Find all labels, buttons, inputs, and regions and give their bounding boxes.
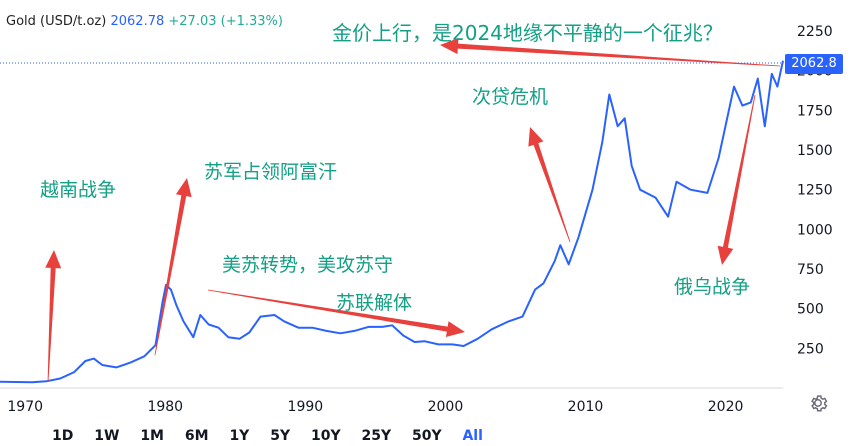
arrow-ukraine [717,94,756,266]
timeframe-all[interactable]: All [462,428,483,444]
title-annotation: 金价上行，是2024地缘不平静的一个征兆？ [332,21,723,45]
arrow-cold-war [207,289,465,337]
legend-change: +27.03 (+1.33%) [168,14,283,29]
x-tick-label: 2000 [428,399,464,415]
x-tick-label: 1980 [147,399,183,415]
x-tick-label: 2020 [708,399,744,415]
timeframe-1m[interactable]: 1M [140,428,164,444]
legend-symbol: Gold (USD/t.oz) [6,14,107,29]
vietnam-annotation: 越南战争 [40,179,117,201]
y-axis: 250500750100012501500175020002250 [797,24,833,357]
y-tick-label: 2250 [797,24,833,40]
legend: Gold (USD/t.oz) 2062.78 +27.03 (+1.33%) [6,14,283,29]
timeframe-1y[interactable]: 1Y [229,428,250,444]
gold-price-line [0,60,784,384]
ussr-collapse-annotation: 苏联解体 [336,292,413,314]
y-tick-label: 500 [797,302,824,318]
timeframe-25y[interactable]: 25Y [361,428,392,444]
timeframe-1d[interactable]: 1D [52,428,74,444]
y-tick-label: 1750 [797,103,833,119]
afghanistan-annotation: 苏军占领阿富汗 [204,161,338,183]
y-tick-label: 1250 [797,183,833,199]
arrow-title [440,38,781,67]
settings-gear-icon[interactable] [807,392,829,414]
x-tick-label: 1990 [288,399,324,415]
timeframe-bar: 1D 1W 1M 6M 1Y 5Y 10Y 25Y 50Y All [52,428,499,444]
timeframe-10y[interactable]: 10Y [310,428,341,444]
subprime-annotation: 次贷危机 [472,86,549,108]
arrow-vietnam [45,250,62,383]
y-tick-label: 750 [797,262,824,278]
y-tick-label: 250 [797,341,824,357]
timeframe-1w[interactable]: 1W [94,428,120,444]
timeframe-6m[interactable]: 6M [184,428,209,444]
y-tick-label: 1000 [797,222,833,238]
series-group [0,60,784,384]
last-price-tag: 2062.8 [785,54,843,74]
x-axis: 1970 1980 1990 2000 2010 2020 [7,399,743,415]
legend-price: 2062.78 [110,14,165,29]
x-tick-label: 2010 [568,399,604,415]
ukraine-annotation: 俄乌战争 [674,276,751,298]
annotation-arrows [45,38,781,383]
arrow-subprime [528,127,571,243]
arrow-afghanistan [154,178,192,356]
y-tick-label: 1500 [797,143,833,159]
x-tick-label: 1970 [7,399,43,415]
timeframe-50y[interactable]: 50Y [411,428,442,444]
cold-war-annotation: 美苏转势，美攻苏守 [222,254,394,276]
timeframe-5y[interactable]: 5Y [270,428,291,444]
